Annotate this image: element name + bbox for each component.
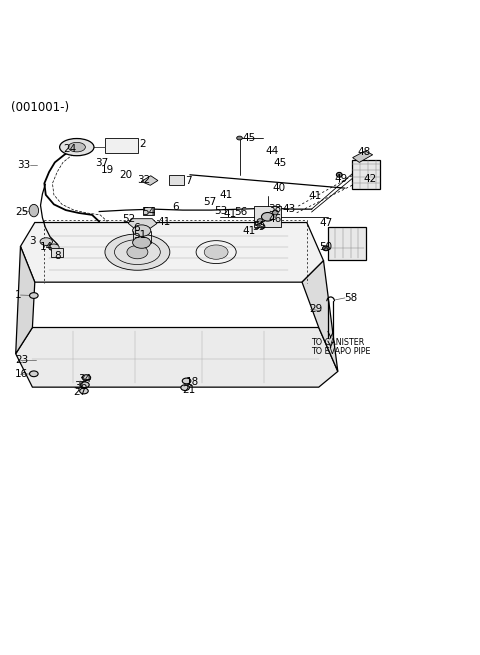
Text: 41: 41 xyxy=(308,191,322,201)
Text: 41: 41 xyxy=(158,217,171,227)
Polygon shape xyxy=(16,328,338,387)
Polygon shape xyxy=(16,246,35,354)
Ellipse shape xyxy=(80,388,88,394)
Text: 24: 24 xyxy=(63,143,77,153)
Text: 42: 42 xyxy=(363,174,376,183)
Bar xyxy=(352,160,380,189)
Text: 27: 27 xyxy=(73,387,86,397)
Ellipse shape xyxy=(29,204,38,217)
Polygon shape xyxy=(141,176,158,185)
Text: 14: 14 xyxy=(39,242,53,252)
Text: 44: 44 xyxy=(266,146,279,156)
Text: 58: 58 xyxy=(344,293,357,303)
Bar xyxy=(328,227,365,260)
Text: 18: 18 xyxy=(186,377,199,387)
Text: 20: 20 xyxy=(119,170,132,179)
Ellipse shape xyxy=(323,246,329,251)
Ellipse shape xyxy=(82,375,91,381)
Text: 8: 8 xyxy=(54,251,60,261)
Ellipse shape xyxy=(273,210,278,215)
Polygon shape xyxy=(302,261,338,371)
Text: 46: 46 xyxy=(269,214,282,224)
Text: TO CANISTER: TO CANISTER xyxy=(311,338,364,347)
Bar xyxy=(254,206,281,227)
Ellipse shape xyxy=(127,246,148,259)
Text: 55: 55 xyxy=(253,221,266,231)
Text: 41: 41 xyxy=(219,190,232,200)
Text: 3: 3 xyxy=(29,236,36,246)
Ellipse shape xyxy=(237,136,242,140)
Polygon shape xyxy=(353,151,372,162)
Bar xyxy=(143,207,154,215)
Text: 43: 43 xyxy=(282,204,295,214)
Text: 48: 48 xyxy=(358,147,371,157)
Text: (001001-): (001001-) xyxy=(11,101,69,114)
Text: 2: 2 xyxy=(139,139,145,149)
Ellipse shape xyxy=(262,212,274,221)
Text: 34: 34 xyxy=(78,374,91,384)
Ellipse shape xyxy=(81,382,89,388)
Text: 6: 6 xyxy=(172,202,179,212)
Text: 47: 47 xyxy=(319,219,333,229)
Text: 25: 25 xyxy=(15,207,28,217)
Text: 1: 1 xyxy=(15,290,22,300)
Bar xyxy=(51,248,63,257)
Text: 41: 41 xyxy=(224,210,237,219)
Ellipse shape xyxy=(257,219,263,223)
Text: 41: 41 xyxy=(243,226,256,236)
Text: 45: 45 xyxy=(243,132,256,143)
Text: 19: 19 xyxy=(101,165,114,175)
Polygon shape xyxy=(128,219,157,228)
Text: 21: 21 xyxy=(183,384,196,394)
Ellipse shape xyxy=(182,378,191,384)
Text: 57: 57 xyxy=(203,197,216,208)
Text: 29: 29 xyxy=(310,305,323,314)
Ellipse shape xyxy=(48,244,59,251)
Text: 23: 23 xyxy=(15,355,28,365)
Text: 56: 56 xyxy=(234,207,248,217)
Text: 39: 39 xyxy=(252,222,265,233)
Ellipse shape xyxy=(30,293,38,299)
Text: 54: 54 xyxy=(143,207,156,217)
Text: 45: 45 xyxy=(274,158,287,168)
Text: TO EVAPO PIPE: TO EVAPO PIPE xyxy=(311,347,370,356)
Text: 33: 33 xyxy=(17,160,30,170)
Bar xyxy=(106,138,138,153)
Text: 50: 50 xyxy=(319,242,332,252)
Text: 37: 37 xyxy=(95,158,108,168)
Ellipse shape xyxy=(30,371,38,377)
Text: 6: 6 xyxy=(133,223,140,233)
Bar xyxy=(169,175,184,185)
Text: 16: 16 xyxy=(15,369,28,379)
Polygon shape xyxy=(21,223,324,282)
Text: 49: 49 xyxy=(335,174,348,183)
Text: 51: 51 xyxy=(133,230,146,240)
Text: 32: 32 xyxy=(137,175,150,185)
Text: 38: 38 xyxy=(269,204,282,214)
Ellipse shape xyxy=(204,245,228,259)
Ellipse shape xyxy=(68,142,85,152)
Text: 7: 7 xyxy=(186,176,192,185)
Ellipse shape xyxy=(336,172,342,177)
Ellipse shape xyxy=(181,384,190,390)
Ellipse shape xyxy=(60,138,94,156)
Text: 53: 53 xyxy=(214,206,228,215)
Ellipse shape xyxy=(40,238,52,246)
Ellipse shape xyxy=(132,225,151,236)
Text: 36: 36 xyxy=(74,381,88,391)
Ellipse shape xyxy=(105,234,170,271)
Ellipse shape xyxy=(132,237,151,248)
Text: 40: 40 xyxy=(273,183,286,193)
Text: 52: 52 xyxy=(122,214,136,224)
